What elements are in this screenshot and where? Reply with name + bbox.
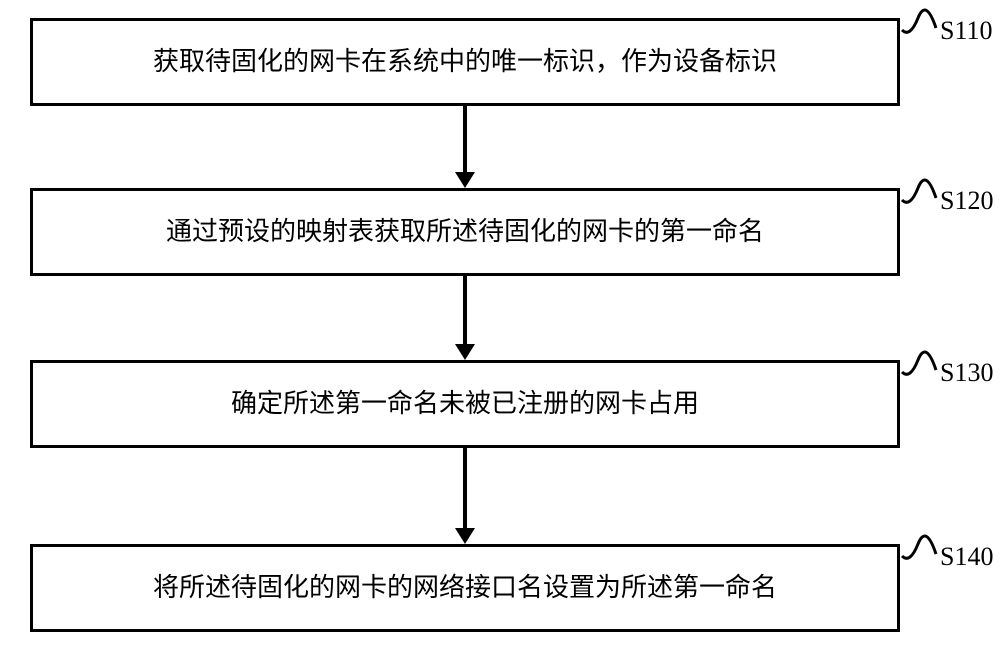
step-text: 获取待固化的网卡在系统中的唯一标识，作为设备标识 [153, 44, 777, 80]
step-label-s110: S110 [940, 16, 993, 46]
flowchart-step-s120: 通过预设的映射表获取所述待固化的网卡的第一命名 [30, 188, 900, 276]
step-text: 将所述待固化的网卡的网络接口名设置为所述第一命名 [153, 570, 777, 606]
flow-arrow-line [463, 106, 467, 172]
flowchart-step-s130: 确定所述第一命名未被已注册的网卡占用 [30, 360, 900, 448]
step-text: 通过预设的映射表获取所述待固化的网卡的第一命名 [166, 214, 764, 250]
flowchart-step-s140: 将所述待固化的网卡的网络接口名设置为所述第一命名 [30, 544, 900, 632]
flow-arrow-head [455, 172, 475, 188]
flow-arrow-head [455, 528, 475, 544]
flowchart-step-s110: 获取待固化的网卡在系统中的唯一标识，作为设备标识 [30, 18, 900, 106]
step-label-s130: S130 [940, 358, 993, 388]
step-text: 确定所述第一命名未被已注册的网卡占用 [231, 386, 699, 422]
flow-arrow-head [455, 344, 475, 360]
step-label-s120: S120 [940, 186, 993, 216]
flow-arrow-line [463, 448, 467, 528]
step-label-s140: S140 [940, 542, 993, 572]
flow-arrow-line [463, 276, 467, 344]
